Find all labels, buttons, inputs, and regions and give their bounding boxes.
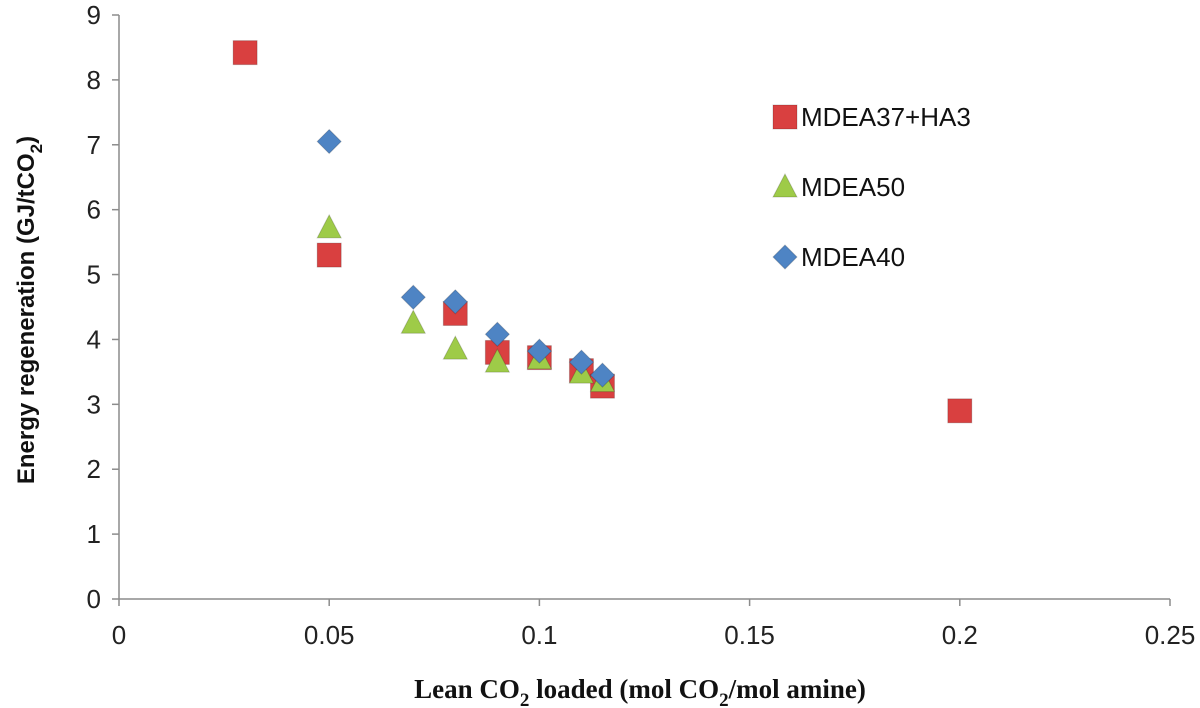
data-point <box>526 338 553 364</box>
legend-label: MDEA50 <box>801 172 905 202</box>
legend-marker <box>772 172 798 198</box>
legend-label: MDEA40 <box>801 242 905 272</box>
legend-marker <box>772 244 798 270</box>
data-point <box>484 321 511 347</box>
x-tick-label: 0.15 <box>724 620 775 650</box>
data-point <box>947 398 973 424</box>
data-point <box>484 348 511 373</box>
series-mdea40 <box>316 128 616 388</box>
data-point <box>589 362 616 388</box>
data-point <box>400 284 426 310</box>
x-tick-label: 0.2 <box>942 620 978 650</box>
y-tick-label: 0 <box>87 584 101 614</box>
y-tick-labels: 0 1 2 3 4 5 6 7 8 9 <box>87 0 119 614</box>
data-point <box>232 40 258 66</box>
axes <box>118 15 1170 600</box>
y-tick-label: 7 <box>87 130 101 160</box>
data-points <box>232 40 973 424</box>
y-tick-label: 2 <box>87 454 101 484</box>
y-tick-label: 4 <box>87 324 101 354</box>
data-point <box>442 289 469 315</box>
x-tick-label: 0.1 <box>521 620 557 650</box>
y-axis-label: Energy regeneration (GJ/tCO2) <box>13 136 46 484</box>
y-tick-label: 8 <box>87 65 101 95</box>
x-axis-label: Lean CO2 loaded (mol CO2/mol amine) <box>414 674 866 708</box>
y-tick-label: 3 <box>87 389 101 419</box>
x-tick-label: 0.05 <box>304 620 355 650</box>
legend-label: MDEA37+HA3 <box>801 102 971 132</box>
data-point <box>400 309 427 334</box>
x-tick-label: 0 <box>112 620 126 650</box>
y-tick-label: 9 <box>87 0 101 30</box>
y-tick-label: 1 <box>87 519 101 549</box>
data-point <box>442 335 469 360</box>
legend: MDEA37+HA3 MDEA50 MDEA40 <box>772 102 971 272</box>
data-point <box>316 213 343 239</box>
x-tick-labels: 0 0.05 0.1 0.15 0.2 0.25 <box>112 599 1196 650</box>
x-tick-label: 0.25 <box>1145 620 1196 650</box>
y-tick-label: 5 <box>87 260 101 290</box>
data-point <box>316 128 342 155</box>
y-tick-label: 6 <box>87 195 101 225</box>
legend-marker <box>772 104 798 130</box>
data-point <box>568 349 595 375</box>
data-point <box>316 242 342 268</box>
